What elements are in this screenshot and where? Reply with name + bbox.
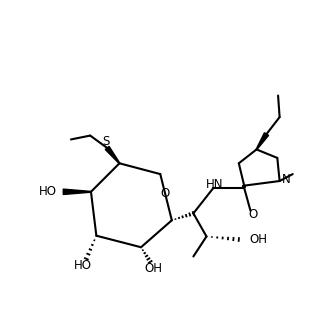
Polygon shape	[256, 133, 269, 150]
Text: O: O	[160, 187, 169, 200]
Polygon shape	[63, 189, 91, 194]
Text: N: N	[281, 173, 290, 186]
Text: HO: HO	[74, 259, 92, 272]
Text: OH: OH	[250, 233, 268, 246]
Text: S: S	[103, 135, 110, 148]
Text: HN: HN	[205, 178, 223, 191]
Text: O: O	[249, 208, 258, 220]
Text: OH: OH	[144, 262, 163, 275]
Polygon shape	[105, 146, 120, 163]
Text: HO: HO	[39, 185, 57, 198]
